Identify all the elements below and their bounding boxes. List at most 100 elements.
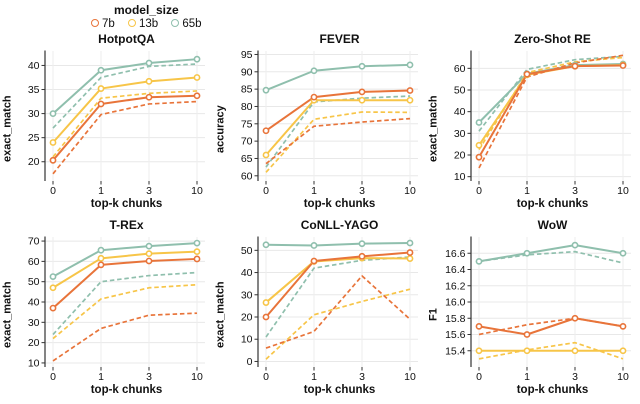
svg-text:40: 40: [454, 106, 466, 118]
plot-canvas-fever: 60 65 70 75 80 85 90 95 0 1 3 10: [241, 49, 418, 197]
chart-wow: WoW F1 15.4 15.6 15.8 16.0 16.2 16.4 16.6 0 1 3 10…: [426, 218, 639, 404]
13b-marker-icon: [128, 18, 136, 27]
x-axis-label: top-k chunks: [516, 384, 589, 396]
svg-text:3: 3: [359, 185, 365, 197]
svg-text:70: 70: [28, 236, 40, 248]
svg-text:50: 50: [454, 85, 466, 97]
svg-text:40: 40: [28, 60, 40, 72]
svg-text:70: 70: [241, 136, 253, 148]
svg-text:60: 60: [454, 63, 466, 75]
plot-canvas-trex: 10 20 30 40 50 60 70 0 1 3 10: [28, 236, 205, 383]
svg-text:65: 65: [241, 153, 253, 165]
plot-canvas-hotpotqa: 20 25 30 35 40 0 1 3 10: [28, 50, 205, 197]
legend-title: model_size: [113, 3, 179, 17]
chart-conll-yago: CoNLL-YAGO exact_match 0 10 20 30 40 50 0 1 3 10 …: [213, 218, 426, 404]
svg-text:0: 0: [247, 356, 253, 368]
svg-text:15.8: 15.8: [445, 313, 466, 325]
svg-text:3: 3: [572, 371, 578, 383]
svg-text:30: 30: [454, 128, 466, 140]
svg-text:30: 30: [28, 317, 40, 329]
svg-text:20: 20: [28, 337, 40, 349]
x-axis-label: top-k chunks: [303, 198, 376, 210]
x-axis-label: top-k chunks: [303, 384, 376, 396]
chart-title-wow: WoW: [537, 218, 568, 232]
svg-text:95: 95: [241, 49, 253, 61]
legend-label-65b: 65b: [182, 18, 202, 30]
y-axis-label: exact_match: [214, 281, 227, 349]
plot-canvas-conll-yago: 0 10 20 30 40 50 0 1 3 10: [241, 236, 418, 383]
svg-text:20: 20: [241, 312, 253, 324]
svg-text:0: 0: [263, 371, 269, 383]
chart-zero-shot-re: Zero-Shot RE exact_match 10 20 30 40 50 60 0 1 3…: [426, 32, 639, 218]
svg-text:16.4: 16.4: [445, 264, 466, 276]
svg-text:60: 60: [28, 256, 40, 268]
svg-text:85: 85: [241, 84, 253, 96]
svg-text:3: 3: [146, 185, 152, 197]
svg-text:90: 90: [241, 66, 253, 78]
chart-hotpotqa: HotpotQA exact_match 20 25 30 35 40 0 1 3 10 top…: [0, 32, 213, 218]
svg-text:16.0: 16.0: [445, 297, 466, 309]
chart-title-trex: T-REx: [109, 218, 144, 232]
svg-text:60: 60: [241, 170, 253, 182]
svg-text:50: 50: [28, 276, 40, 288]
legend-label-13b: 13b: [139, 18, 159, 30]
svg-text:1: 1: [311, 371, 317, 383]
x-axis-label: top-k chunks: [516, 198, 589, 210]
svg-text:3: 3: [572, 185, 578, 197]
legend-items: 7b 13b 65b: [86, 18, 207, 30]
chart-fever: FEVER accuracy 60 65 70 75 80 85 90 95 0 1 3 10 top…: [213, 32, 426, 218]
legend-label-7b: 7b: [102, 18, 115, 30]
svg-text:3: 3: [359, 371, 365, 383]
svg-text:1: 1: [524, 371, 530, 383]
chart-title-fever: FEVER: [319, 32, 360, 46]
svg-text:10: 10: [28, 357, 40, 369]
svg-text:20: 20: [454, 150, 466, 162]
65b-marker-icon: [171, 18, 180, 27]
svg-text:0: 0: [263, 185, 269, 197]
legend-item-13b: 13b: [128, 18, 158, 30]
svg-text:10: 10: [404, 371, 416, 383]
legend-item-65b: 65b: [171, 18, 202, 30]
svg-text:10: 10: [191, 185, 203, 197]
svg-text:40: 40: [28, 297, 40, 309]
svg-text:10: 10: [191, 371, 203, 383]
chart-title-hotpotqa: HotpotQA: [98, 32, 155, 46]
svg-text:10: 10: [454, 171, 466, 183]
svg-text:35: 35: [28, 84, 40, 96]
y-axis-label: accuracy: [214, 105, 227, 153]
legend: model_size 7b 13b 65b: [86, 3, 207, 30]
svg-text:0: 0: [476, 185, 482, 197]
svg-text:0: 0: [476, 371, 482, 383]
svg-text:10: 10: [617, 185, 629, 197]
svg-text:20: 20: [28, 156, 40, 168]
y-axis-label: exact_match: [427, 95, 440, 163]
y-axis-label: exact_match: [1, 95, 14, 163]
svg-text:1: 1: [98, 371, 104, 383]
plot-canvas-wow: 15.4 15.6 15.8 16.0 16.2 16.4 16.6 0 1 3 10: [445, 236, 631, 383]
svg-text:10: 10: [404, 185, 416, 197]
svg-text:1: 1: [311, 185, 317, 197]
svg-text:40: 40: [241, 267, 253, 279]
svg-text:16.2: 16.2: [445, 280, 466, 292]
chart-title-zero-shot-re: Zero-Shot RE: [514, 32, 591, 46]
x-axis-label: top-k chunks: [90, 384, 163, 396]
svg-text:0: 0: [50, 371, 56, 383]
y-axis-label: F1: [427, 308, 440, 322]
svg-text:15.6: 15.6: [445, 329, 466, 341]
y-axis-label: exact_match: [1, 281, 14, 349]
svg-text:15.4: 15.4: [445, 345, 466, 357]
svg-text:1: 1: [98, 185, 104, 197]
svg-text:3: 3: [146, 371, 152, 383]
svg-text:80: 80: [241, 101, 253, 113]
svg-text:10: 10: [617, 371, 629, 383]
svg-text:25: 25: [28, 132, 40, 144]
svg-text:30: 30: [241, 289, 253, 301]
chart-trex: T-REx exact_match 10 20 30 40 50 60 70 0 1 3 10 to…: [0, 218, 213, 404]
svg-text:0: 0: [50, 185, 56, 197]
chart-title-conll-yago: CoNLL-YAGO: [300, 218, 379, 232]
figure-grid: HotpotQA exact_match 20 25 30 35 40 0 1 3 10 top…: [0, 32, 640, 404]
7b-marker-icon: [91, 18, 99, 27]
svg-text:30: 30: [28, 108, 40, 120]
svg-text:1: 1: [524, 185, 530, 197]
svg-text:16.6: 16.6: [445, 248, 466, 260]
